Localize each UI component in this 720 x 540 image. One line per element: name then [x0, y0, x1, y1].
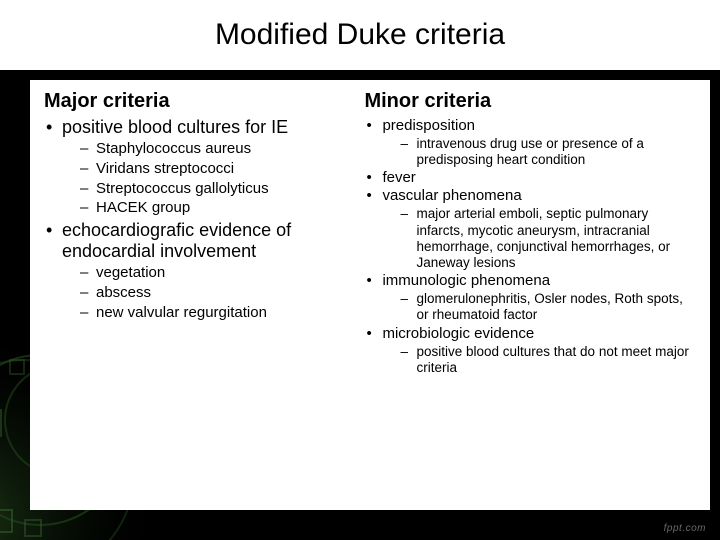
major-criteria-column: Major criteria positive blood cultures f… [44, 90, 364, 500]
minor-sublist: major arterial emboli, septic pulmonary … [382, 206, 698, 271]
slide-title: Modified Duke criteria [215, 18, 505, 52]
minor-item-text: predisposition [382, 117, 475, 134]
major-subitem: HACEK group [78, 199, 358, 218]
major-sublist: vegetationabscessnew valvular regurgitat… [62, 264, 358, 322]
minor-item: microbiologic evidence positive blood cul… [364, 325, 698, 376]
minor-item-text: fever [382, 169, 415, 186]
major-subitem: Staphylococcus aureus [78, 140, 358, 159]
minor-item: vascular phenomena major arterial emboli,… [364, 187, 698, 271]
minor-item: predisposition intravenous drug use or pr… [364, 117, 698, 168]
major-subitem: Streptococcus gallolyticus [78, 180, 358, 199]
major-item-text: echocardiografic evidence of endocardial… [62, 220, 291, 261]
major-criteria-list: positive blood cultures for IE Staphyloco… [44, 117, 358, 324]
minor-criteria-column: Minor criteria predisposition intravenous… [364, 90, 698, 500]
title-bar: Modified Duke criteria [0, 0, 720, 70]
minor-sublist: positive blood cultures that do not meet… [382, 344, 698, 376]
footer-watermark: fppt.com [664, 523, 706, 534]
minor-subitem: glomerulonephritis, Osler nodes, Roth sp… [398, 291, 698, 323]
major-sublist: Staphylococcus aureusViridans streptococ… [62, 140, 358, 218]
minor-criteria-list: predisposition intravenous drug use or pr… [364, 117, 698, 377]
major-item: positive blood cultures for IE Staphyloco… [44, 117, 358, 218]
major-item: echocardiografic evidence of endocardial… [44, 220, 358, 322]
major-item-text: positive blood cultures for IE [62, 117, 288, 137]
minor-subitem: major arterial emboli, septic pulmonary … [398, 206, 698, 271]
minor-heading: Minor criteria [364, 90, 698, 113]
major-subitem: vegetation [78, 264, 358, 283]
major-subitem: Viridans streptococci [78, 160, 358, 179]
minor-item: fever [364, 169, 698, 186]
minor-subitem: positive blood cultures that do not meet… [398, 344, 698, 376]
minor-sublist: glomerulonephritis, Osler nodes, Roth sp… [382, 291, 698, 323]
major-subitem: new valvular regurgitation [78, 304, 358, 323]
minor-item-text: microbiologic evidence [382, 325, 534, 342]
major-subitem: abscess [78, 284, 358, 303]
minor-sublist: intravenous drug use or presence of a pr… [382, 136, 698, 168]
major-heading: Major criteria [44, 90, 358, 113]
content-panel: Major criteria positive blood cultures f… [30, 80, 710, 510]
minor-subitem: intravenous drug use or presence of a pr… [398, 136, 698, 168]
minor-item-text: vascular phenomena [382, 187, 521, 204]
minor-item: immunologic phenomena glomerulonephritis,… [364, 272, 698, 323]
minor-item-text: immunologic phenomena [382, 272, 550, 289]
